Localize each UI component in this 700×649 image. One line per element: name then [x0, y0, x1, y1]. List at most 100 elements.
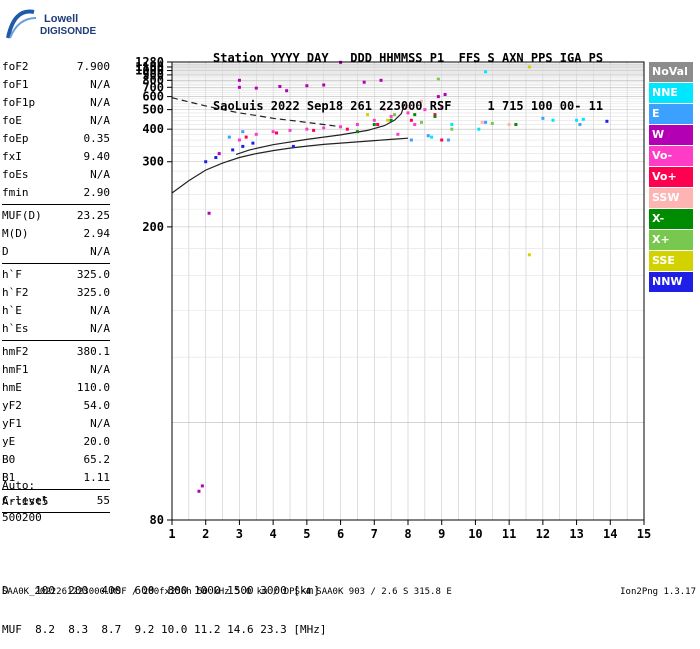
- digisonde-logo: Lowell DIGISONDE: [4, 4, 114, 44]
- param-value: N/A: [90, 168, 110, 181]
- legend-item: E: [649, 104, 693, 124]
- echo-point: [197, 489, 201, 493]
- legend-item: X-: [649, 209, 693, 229]
- param-row: h`F2 325.0: [2, 284, 110, 302]
- param-value: 20.0: [83, 435, 111, 448]
- footer-file-info: SAA0K_2022261223000.RSF / 280fx256h 50 k…: [2, 587, 452, 597]
- echo-point: [413, 123, 417, 127]
- echo-point: [231, 148, 235, 152]
- param-row: h`F 325.0: [2, 266, 110, 284]
- echo-point: [484, 70, 488, 74]
- param-value: N/A: [90, 245, 110, 258]
- x-tick-label: 13: [569, 527, 583, 541]
- param-name: M(D): [2, 227, 29, 240]
- echo-point: [396, 132, 400, 136]
- echo-point: [527, 253, 531, 257]
- echo-point: [409, 138, 413, 142]
- echo-point: [406, 105, 410, 109]
- x-tick-label: 15: [637, 527, 651, 541]
- param-name: foF1p: [2, 96, 36, 109]
- artist-code: 500200: [2, 511, 42, 524]
- echo-point: [237, 85, 241, 89]
- param-row: yF1 N/A: [2, 415, 110, 433]
- param-row: yF2 54.0: [2, 397, 110, 415]
- x-tick-label: 6: [337, 527, 344, 541]
- echo-point: [275, 131, 279, 135]
- echo-point: [423, 108, 427, 112]
- param-row: hmF2 380.1: [2, 343, 110, 361]
- param-name: C-level: [2, 494, 49, 507]
- param-separator: [2, 263, 110, 264]
- echo-point: [450, 123, 454, 127]
- echo-point: [386, 118, 390, 122]
- echo-point: [288, 128, 292, 132]
- echo-point: [339, 125, 343, 129]
- y-tick-label: 1000: [135, 64, 164, 78]
- curve-dashed: [171, 97, 341, 128]
- echo-point: [278, 85, 282, 89]
- param-row: fxI 9.40: [2, 148, 110, 166]
- param-row: h`E N/A: [2, 302, 110, 320]
- param-value: 65.2: [83, 453, 111, 466]
- param-separator: [2, 204, 110, 205]
- echo-point: [436, 95, 440, 99]
- param-name: foEp: [2, 132, 29, 145]
- footer-bar: SAA0K_2022261223000.RSF / 280fx256h 50 k…: [2, 587, 696, 597]
- legend-item: X+: [649, 230, 693, 250]
- echo-point: [254, 86, 258, 90]
- param-separator: [2, 340, 110, 341]
- x-tick-label: 4: [270, 527, 277, 541]
- param-value: 2.94: [83, 227, 111, 240]
- legend-item: Vo+: [649, 167, 693, 187]
- station-header: Station YYYY DAY DDD HHMMSS P1 FFS S AXN…: [213, 18, 603, 130]
- x-tick-label: 5: [303, 527, 310, 541]
- param-value: N/A: [90, 417, 110, 430]
- logo-line2: DIGISONDE: [40, 26, 97, 37]
- echo-point: [305, 84, 309, 88]
- param-value: 380.1: [76, 345, 110, 358]
- param-value: N/A: [90, 114, 110, 127]
- legend-item: NNW: [649, 272, 693, 292]
- echo-point: [446, 138, 450, 142]
- echo-point: [406, 111, 410, 115]
- echo-point: [372, 118, 376, 122]
- chart-tick-labels: 1 2 3 4 5 6 7 8 9 10 11 12 13 14 158020030040050060070…: [135, 55, 651, 541]
- echo-point: [200, 484, 204, 488]
- echo-point: [362, 80, 366, 84]
- echo-point: [366, 113, 370, 117]
- echo-point: [372, 123, 376, 127]
- echo-point: [514, 123, 518, 127]
- echo-point: [440, 105, 444, 109]
- echo-point: [507, 123, 511, 127]
- param-row: foE N/A: [2, 112, 110, 130]
- param-name: h`F: [2, 268, 22, 281]
- param-separator: [2, 512, 110, 513]
- echo-point: [241, 130, 245, 134]
- direction-legend: NoVal NNE E W Vo- Vo+ SSW X- X+ SSE NNW: [649, 62, 693, 293]
- param-value: N/A: [90, 96, 110, 109]
- param-row: M(D) 2.94: [2, 225, 110, 243]
- x-tick-label: 1: [168, 527, 175, 541]
- param-row: foF1p N/A: [2, 94, 110, 112]
- echo-point: [409, 118, 413, 122]
- param-value: N/A: [90, 304, 110, 317]
- echo-point: [379, 78, 383, 82]
- echo-point: [376, 123, 380, 127]
- param-row: B1 1.11: [2, 469, 110, 487]
- param-row: yE 20.0: [2, 433, 110, 451]
- param-name: yF1: [2, 417, 22, 430]
- chart-points: [197, 60, 609, 493]
- param-name: yF2: [2, 399, 22, 412]
- echo-point: [490, 121, 494, 125]
- echo-point: [251, 141, 255, 145]
- param-row: hmF1 N/A: [2, 361, 110, 379]
- param-value: 9.40: [83, 150, 111, 163]
- echo-point: [204, 160, 208, 164]
- chart-curves: [171, 97, 409, 194]
- header-line2: SaoLuis 2022 Sep18 261 223000 RSF 1 715 …: [213, 99, 604, 113]
- x-tick-label: 10: [468, 527, 482, 541]
- param-name: fmin: [2, 186, 29, 199]
- param-value: 1.11: [83, 471, 111, 484]
- echo-point: [413, 113, 417, 117]
- legend-item: NoVal: [649, 62, 693, 82]
